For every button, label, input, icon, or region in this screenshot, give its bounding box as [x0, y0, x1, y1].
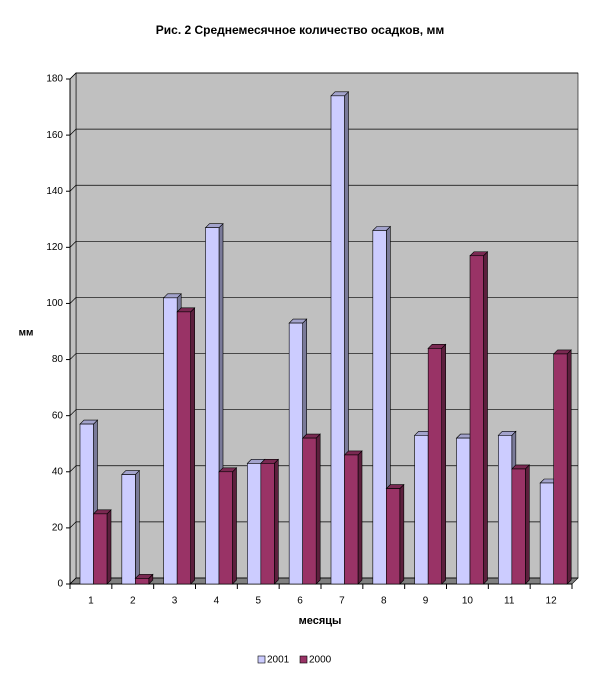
- legend-swatch: [257, 655, 266, 664]
- grid-line: [69, 409, 578, 416]
- bar: [92, 509, 112, 585]
- y-tick-label: 60: [52, 410, 64, 421]
- bar: [79, 419, 99, 585]
- y-tick-label: 0: [57, 579, 63, 590]
- bar: [552, 349, 572, 585]
- x-tick-label: 7: [339, 596, 345, 607]
- bar: [218, 467, 238, 585]
- y-axis-label: мм: [19, 328, 34, 339]
- x-tick-label: 2: [130, 596, 136, 607]
- y-tick-label: 160: [46, 130, 63, 141]
- x-axis-label: месяцы: [299, 615, 342, 627]
- y-tick-label: 40: [52, 466, 64, 477]
- bar: [343, 450, 363, 585]
- bar: [260, 458, 280, 585]
- x-tick-label: 12: [546, 596, 558, 607]
- bar: [469, 251, 489, 585]
- chart-title: Рис. 2 Среднемесячное количество осадков…: [156, 23, 445, 37]
- bar: [134, 573, 154, 585]
- bar: [301, 433, 321, 585]
- grid-line: [69, 521, 578, 529]
- grid-line: [69, 128, 578, 136]
- grid-line: [69, 184, 578, 192]
- y-tick-label: 140: [46, 186, 63, 197]
- grid-line: [69, 577, 578, 585]
- x-tick-label: 5: [255, 596, 261, 607]
- legend-label: 2000: [309, 655, 332, 666]
- x-tick-label: 10: [462, 596, 474, 607]
- x-tick-label: 8: [381, 596, 387, 607]
- grid-line: [69, 297, 578, 304]
- grid-line: [69, 72, 578, 80]
- bar: [385, 483, 405, 585]
- grid-line: [69, 465, 578, 473]
- bar: [121, 469, 141, 585]
- x-tick-label: 9: [423, 596, 429, 607]
- x-tick-label: 6: [297, 596, 303, 607]
- y-tick-label: 120: [46, 242, 63, 253]
- legend-swatch: [299, 655, 308, 664]
- y-tick-label: 20: [52, 523, 64, 534]
- legend-label: 2001: [267, 655, 290, 666]
- y-tick-label: 80: [52, 354, 64, 365]
- bar: [511, 464, 531, 585]
- grid-line: [69, 353, 578, 360]
- grid-line: [69, 240, 578, 248]
- bar: [176, 307, 196, 585]
- x-tick-label: 3: [172, 596, 178, 607]
- side-wall: [69, 72, 77, 585]
- bar: [427, 343, 447, 585]
- x-tick-label: 11: [504, 596, 515, 607]
- x-tick-label: 1: [88, 596, 94, 607]
- y-tick-label: 100: [46, 298, 63, 309]
- y-tick-label: 180: [46, 74, 63, 85]
- x-tick-label: 4: [214, 596, 220, 607]
